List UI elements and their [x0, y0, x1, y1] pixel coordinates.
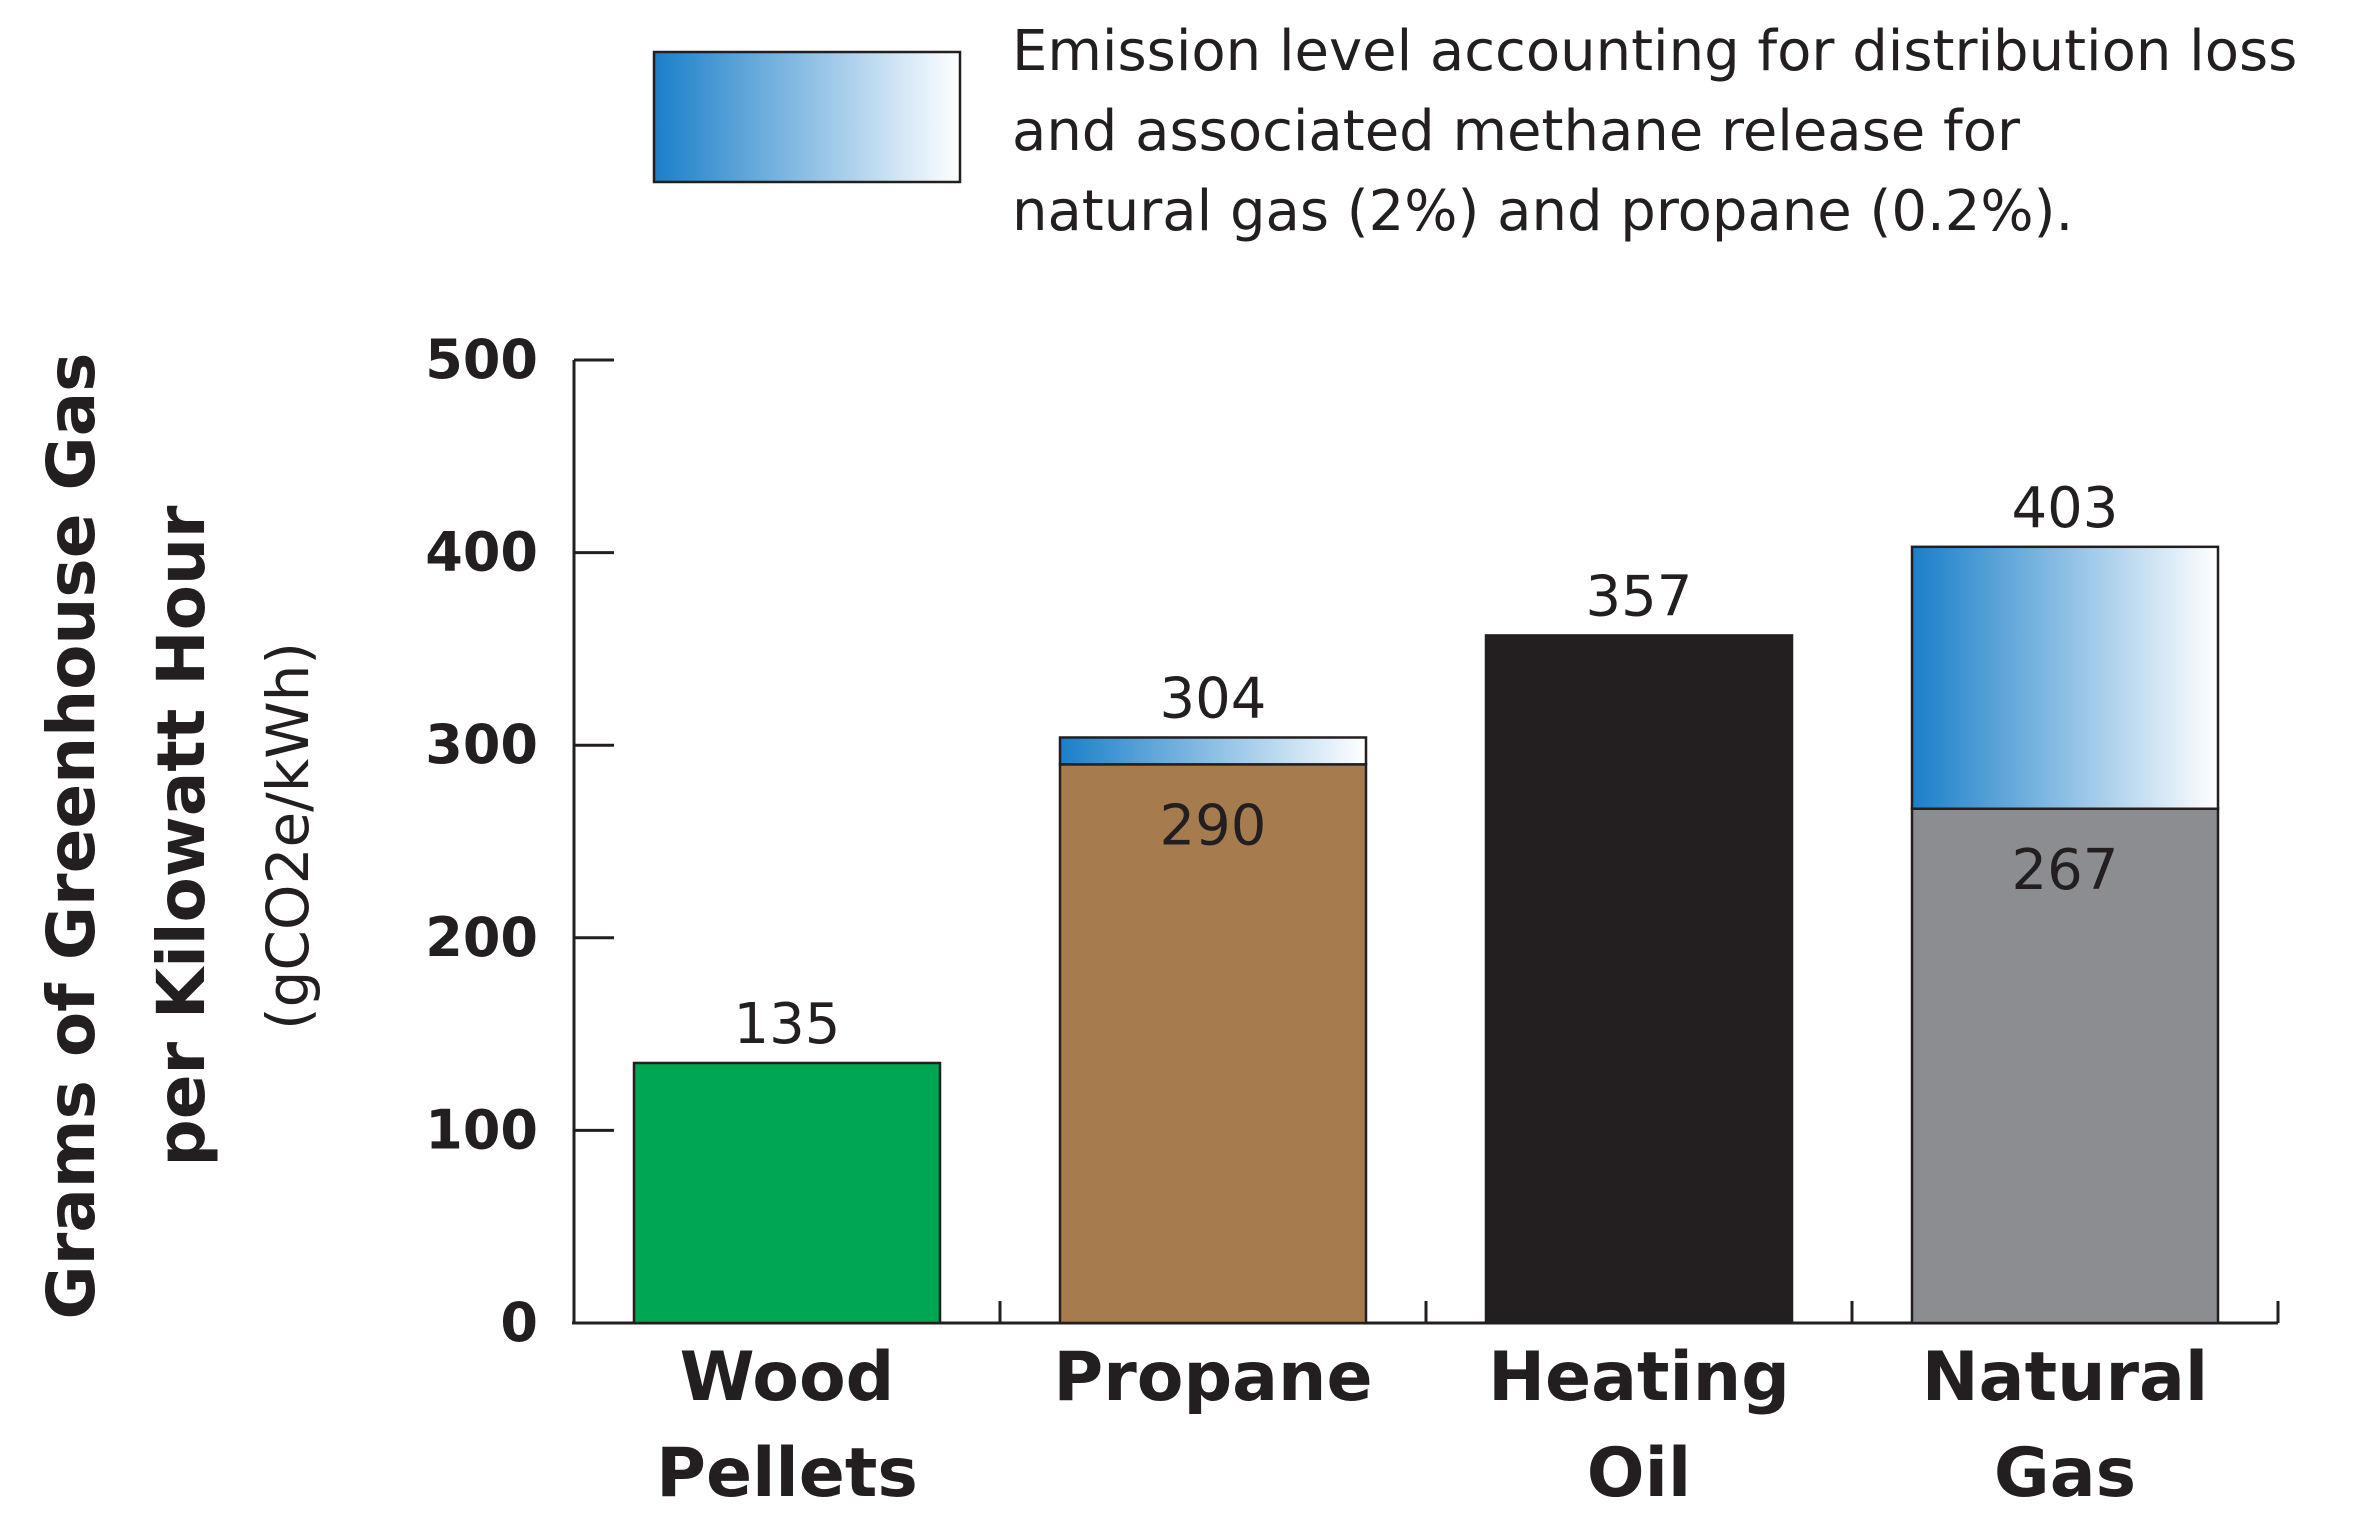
data-labels: 135 304 290 357 403 267: [734, 476, 2119, 1057]
data-label-top-1: 304: [1160, 666, 1267, 731]
y-axis-ticks: 0 100 200 300 400 500: [425, 328, 614, 1354]
y-tick-label-200: 200: [425, 906, 538, 969]
x-axis-ticks: [998, 1301, 2280, 1323]
category-label-3-line-0: Natural: [1922, 1338, 2208, 1417]
data-label-inner-3: 267: [2012, 838, 2119, 903]
category-label-2-line-1: Oil: [1587, 1434, 1691, 1513]
legend: Emission level accounting for distributi…: [652, 19, 2297, 244]
y-axis-title-line-1: Grams of Greenhouse Gas: [33, 353, 110, 1320]
y-tick-label-300: 300: [425, 713, 538, 776]
bar-extra-3: [1910, 545, 2220, 811]
y-tick-label-100: 100: [425, 1098, 538, 1161]
y-tick-label-400: 400: [425, 521, 538, 584]
data-label-inner-1: 290: [1160, 793, 1267, 858]
bar-base-0: [632, 1061, 942, 1325]
category-label-0-line-0: Wood: [680, 1338, 895, 1417]
data-label-top-0: 135: [734, 992, 841, 1057]
y-tick-label-500: 500: [425, 328, 538, 391]
legend-line-2: and associated methane release for: [1012, 99, 2021, 164]
bar-base-1: [1058, 763, 1368, 1325]
category-labels: Wood Pellets Propane Heating Oil Natural Gas: [656, 1338, 2208, 1513]
legend-line-3: natural gas (2%) and propane (0.2%).: [1012, 179, 2073, 244]
data-label-top-3: 403: [2012, 476, 2119, 541]
category-label-2-line-0: Heating: [1488, 1338, 1790, 1417]
legend-swatch: [652, 50, 962, 184]
y-axis-unit: (gCO2e/kWh): [254, 642, 322, 1030]
y-axis-title-line-2: per Kilowatt Hour: [143, 505, 220, 1166]
y-tick-label-0: 0: [500, 1291, 538, 1354]
bar-extra-1: [1058, 736, 1368, 766]
bar-base-2: [1484, 634, 1794, 1325]
bar-base-3: [1910, 807, 2220, 1325]
bars: [632, 545, 2220, 1325]
y-axis-title: Grams of Greenhouse Gas per Kilowatt Hou…: [33, 353, 322, 1320]
data-label-top-2: 357: [1586, 564, 1693, 629]
category-label-0-line-1: Pellets: [656, 1434, 918, 1513]
category-label-3-line-1: Gas: [1994, 1434, 2136, 1513]
legend-line-1: Emission level accounting for distributi…: [1012, 19, 2297, 84]
category-label-1-line-0: Propane: [1053, 1338, 1372, 1417]
